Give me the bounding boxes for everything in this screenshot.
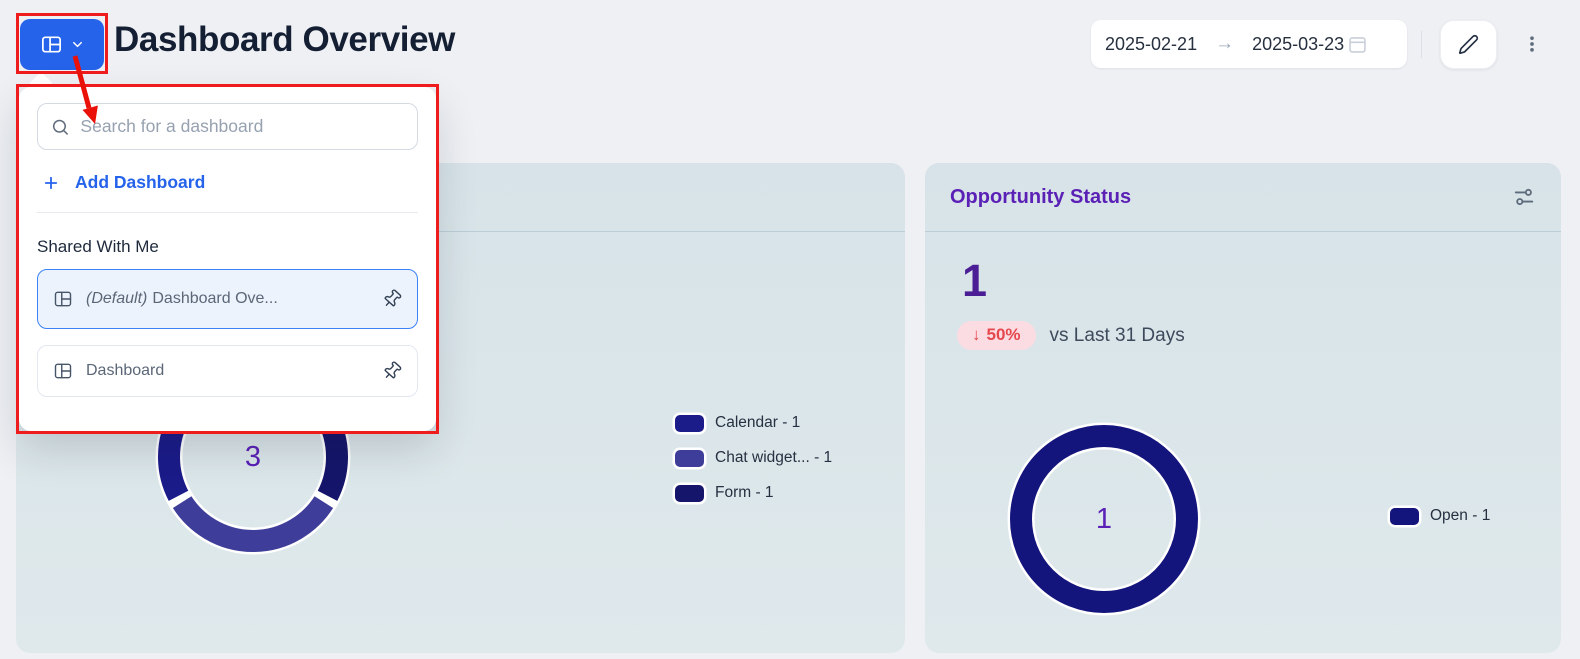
add-dashboard-button[interactable]: Add Dashboard: [42, 172, 205, 193]
section-title: Shared With Me: [37, 237, 159, 256]
card-header: Opportunity Status: [925, 163, 1561, 232]
legend-label: Open - 1: [1430, 507, 1491, 524]
dashboard-switcher-button[interactable]: [20, 19, 104, 70]
legend-label: Chat widget... - 1: [715, 449, 833, 466]
card-header: [16, 163, 905, 232]
kpi-comparison-label: vs Last 31 Days: [1049, 324, 1185, 346]
dashboard-switcher-dropdown: Add Dashboard Shared With Me (Default)Da…: [19, 87, 436, 431]
arrow-down-icon: ↓: [972, 325, 981, 344]
legend-item[interactable]: Form - 1: [675, 484, 832, 502]
pin-icon[interactable]: [378, 285, 406, 313]
chart-legend: Calendar - 1 Chat widget... - 1 Form - 1: [675, 414, 832, 519]
kpi-delta-row: ↓ 50% vs Last 31 Days: [957, 321, 1185, 350]
calendar-icon: [1349, 36, 1366, 53]
chevron-down-icon: [72, 41, 82, 48]
filter-sliders-icon[interactable]: [1513, 186, 1535, 208]
divider: [1421, 31, 1422, 58]
date-range-picker[interactable]: 2025-02-21 → 2025-03-23: [1091, 20, 1407, 68]
legend-swatch: [675, 484, 704, 502]
arrow-right-icon: →: [1215, 33, 1235, 54]
legend-item[interactable]: Chat widget... - 1: [675, 449, 832, 467]
dashboard-list-item-default[interactable]: (Default) Dashboard Ove...: [37, 269, 418, 329]
layout-dashboard-icon: [54, 291, 72, 307]
plus-icon: [44, 176, 58, 189]
opportunity-status-card: Opportunity Status 1 ↓ 50% vs Last 31 Da…: [925, 163, 1561, 653]
donut-ring: [1007, 422, 1201, 616]
delta-value: 50%: [986, 325, 1021, 344]
layout-dashboard-icon: [41, 36, 61, 53]
page-title: Dashboard Overview: [114, 20, 455, 59]
kpi-value: 1: [962, 255, 988, 306]
dashboard-list-item[interactable]: Dashboard: [37, 345, 418, 397]
edit-dashboard-button[interactable]: [1440, 20, 1497, 69]
kebab-menu-icon: [1530, 36, 1534, 52]
more-options-button[interactable]: [1514, 26, 1550, 62]
dashboard-search-input[interactable]: [78, 115, 404, 138]
pin-icon[interactable]: [378, 357, 406, 385]
legend-swatch: [675, 414, 704, 432]
search-icon: [52, 119, 68, 135]
pencil-icon: [1458, 35, 1478, 55]
add-dashboard-label: Add Dashboard: [75, 172, 206, 192]
chart-legend: Open - 1: [1390, 507, 1490, 542]
dashboard-item-label: Dashboard: [86, 362, 165, 379]
legend-swatch: [675, 449, 704, 467]
legend-label: Form - 1: [715, 484, 774, 501]
card-title: Opportunity Status: [950, 185, 1132, 208]
dashboard-search-box[interactable]: [37, 103, 418, 150]
legend-item[interactable]: Calendar - 1: [675, 414, 832, 432]
date-end: 2025-03-23: [1252, 33, 1345, 54]
delta-badge: ↓ 50%: [957, 321, 1036, 350]
opportunity-donut-chart[interactable]: 1: [1004, 419, 1204, 619]
legend-swatch: [1390, 507, 1419, 525]
legend-label: Calendar - 1: [715, 414, 801, 431]
layout-dashboard-icon: [54, 363, 72, 379]
legend-item[interactable]: Open - 1: [1390, 507, 1490, 525]
date-start: 2025-02-21: [1105, 33, 1198, 54]
divider: [37, 212, 418, 213]
dashboard-item-label: (Default) Dashboard Ove...: [86, 290, 278, 307]
